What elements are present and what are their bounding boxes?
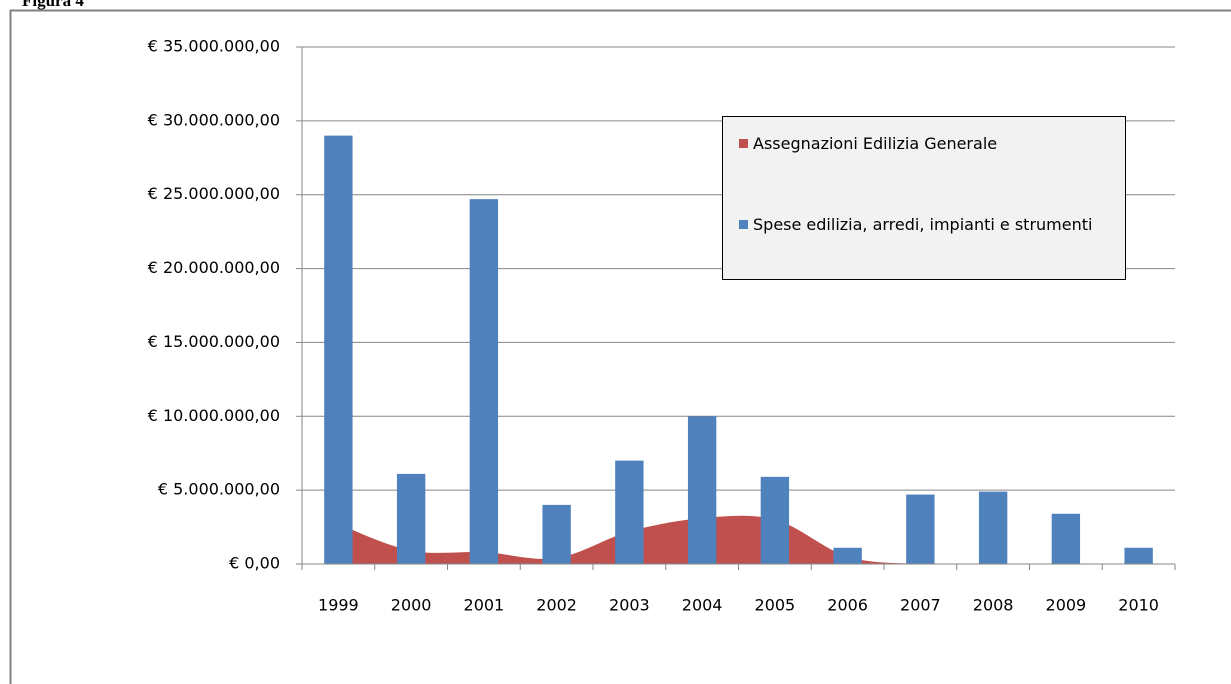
bar	[833, 547, 862, 564]
x-tick-label: 2002	[536, 596, 577, 615]
legend-label: Assegnazioni Edilizia Generale	[753, 134, 998, 153]
legend-entry: Spese edilizia, arredi, impianti e strum…	[739, 210, 1109, 239]
x-tick-label: 2009	[1046, 596, 1087, 615]
x-tick-label: 2007	[900, 596, 941, 615]
bar	[760, 476, 790, 564]
x-tick-label: 2000	[391, 596, 432, 615]
y-tick-label: € 25.000.000,00	[148, 184, 280, 203]
area	[338, 515, 1139, 564]
legend-entry: Assegnazioni Edilizia Generale	[739, 129, 1109, 158]
y-tick-label: € 10.000.000,00	[148, 406, 280, 425]
y-tick-label: € 30.000.000,00	[148, 110, 280, 129]
bar	[469, 199, 499, 564]
bar	[1051, 513, 1081, 564]
x-tick-label: 2001	[464, 596, 505, 615]
x-tick-label: 1999	[318, 596, 359, 615]
bar	[906, 494, 935, 564]
bar	[542, 504, 571, 564]
x-tick-label: 2003	[609, 596, 650, 615]
bar	[396, 473, 426, 564]
y-tick-label: € 5.000.000,00	[158, 480, 280, 499]
bar	[978, 491, 1008, 564]
bar	[687, 416, 717, 564]
legend-swatch	[739, 139, 748, 148]
bar	[615, 460, 644, 564]
x-tick-label: 2008	[973, 596, 1014, 615]
y-tick-label: € 20.000.000,00	[148, 258, 280, 277]
x-tick-label: 2005	[755, 596, 796, 615]
x-tick-label: 2006	[827, 596, 868, 615]
y-tick-label: € 35.000.000,00	[148, 37, 280, 56]
bar	[1124, 547, 1153, 564]
y-tick-label: € 15.000.000,00	[148, 332, 280, 351]
frame	[9, 9, 1231, 684]
legend-swatch	[739, 220, 748, 229]
caption: Figura 4	[22, 0, 84, 10]
x-tick-label: 2004	[682, 596, 723, 615]
legend-label: Spese edilizia, arredi, impianti e strum…	[753, 215, 1093, 234]
y-tick-label: € 0,00	[229, 554, 280, 573]
bar	[324, 135, 353, 564]
legend: Assegnazioni Edilizia Generale Spese edi…	[722, 116, 1126, 280]
x-tick-label: 2010	[1118, 596, 1159, 615]
